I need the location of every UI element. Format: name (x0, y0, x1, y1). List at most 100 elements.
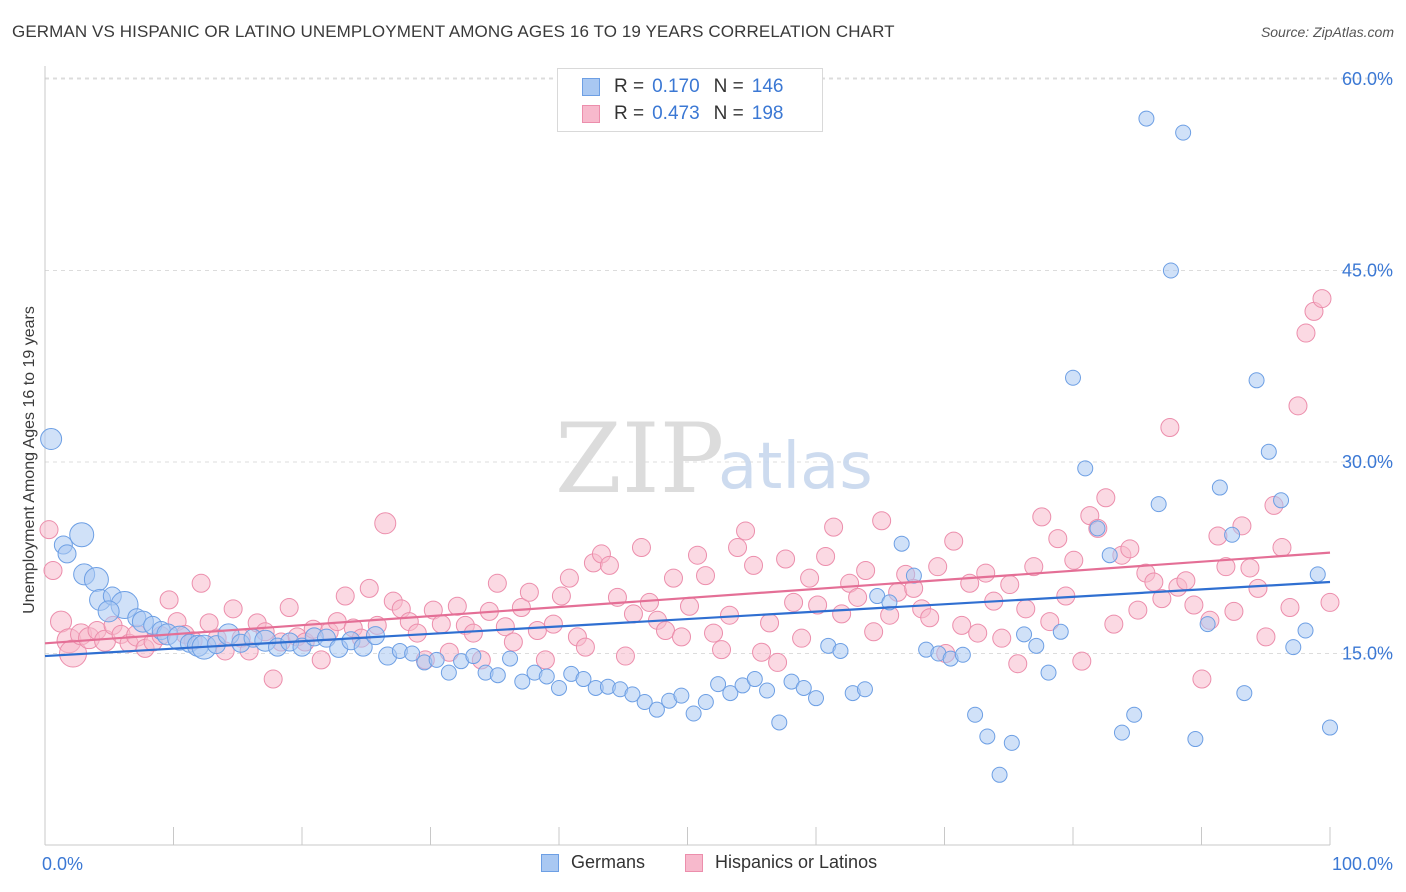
point-hispanics (407, 623, 427, 643)
point-germans (1248, 372, 1265, 389)
legend-item-germans[interactable]: Germans (541, 852, 645, 873)
point-hispanics (543, 614, 563, 634)
point-germans (1077, 460, 1094, 477)
point-hispanics (655, 621, 675, 641)
point-hispanics (1008, 654, 1028, 674)
legend-swatch-hispanics (582, 105, 600, 123)
point-hispanics (599, 555, 619, 575)
point-hispanics (1280, 598, 1300, 618)
point-hispanics (824, 517, 844, 537)
point-germans (905, 567, 922, 584)
point-germans (759, 682, 776, 699)
point-hispanics (1104, 614, 1124, 634)
legend-n-value-germans: 146 (751, 76, 784, 97)
point-hispanics (1144, 572, 1164, 592)
point-hispanics (776, 549, 796, 569)
point-germans (428, 651, 445, 668)
point-hispanics (431, 614, 451, 634)
point-germans (575, 671, 592, 688)
point-hispanics (311, 650, 331, 670)
y-tick-label: 45.0% (1342, 261, 1393, 281)
point-hispanics (1184, 595, 1204, 615)
point-hispanics (439, 642, 459, 662)
point-germans (771, 714, 788, 731)
point-hispanics (527, 621, 547, 641)
point-hispanics (744, 555, 764, 575)
point-hispanics (1160, 418, 1180, 438)
point-hispanics (1296, 323, 1316, 343)
point-germans (514, 673, 531, 690)
point-germans (1138, 110, 1155, 127)
point-hispanics (1256, 627, 1276, 647)
legend-r-label: R = (614, 103, 645, 124)
point-germans (1322, 719, 1338, 736)
point-hispanics (808, 595, 828, 615)
point-hispanics (1120, 539, 1140, 559)
point-hispanics (1320, 592, 1340, 612)
point-hispanics (1040, 612, 1060, 632)
point-germans (1260, 443, 1277, 460)
point-hispanics (263, 669, 283, 689)
point-hispanics (1000, 575, 1020, 595)
point-hispanics (551, 586, 571, 606)
point-germans (856, 681, 873, 698)
point-hispanics (784, 592, 804, 612)
point-hispanics (511, 598, 531, 618)
point-hispanics (952, 615, 972, 635)
point-hispanics (1288, 396, 1308, 416)
point-germans (1113, 724, 1130, 741)
point-hispanics (704, 623, 724, 643)
point-germans (1211, 479, 1228, 496)
source-credit: Source: ZipAtlas.com (1260, 24, 1394, 40)
point-germans (489, 667, 506, 684)
point-germans (440, 664, 457, 681)
point-hispanics (1152, 589, 1172, 609)
legend-swatch-germans (541, 853, 559, 872)
point-germans (1016, 626, 1033, 643)
point-germans (465, 648, 482, 665)
point-hispanics (223, 599, 243, 619)
point-germans (404, 645, 421, 662)
legend-item-hispanics[interactable]: Hispanics or Latinos (685, 852, 877, 873)
point-hispanics (1240, 558, 1260, 578)
trend-line-germans (44, 580, 1331, 658)
series-germans-points (40, 110, 1338, 783)
point-germans (1285, 639, 1302, 656)
point-germans (991, 766, 1008, 783)
point-hispanics (1176, 571, 1196, 591)
gridlines (45, 77, 1392, 654)
point-germans (722, 685, 739, 702)
point-germans (1003, 734, 1020, 751)
point-hispanics (495, 617, 515, 637)
point-hispanics (1272, 538, 1292, 558)
point-hispanics (696, 566, 716, 586)
point-germans (954, 646, 971, 663)
point-hispanics (1096, 488, 1116, 508)
point-germans (1028, 637, 1045, 654)
point-germans (673, 687, 690, 704)
axes (44, 66, 1331, 846)
point-germans (1199, 616, 1216, 633)
point-hispanics (816, 546, 836, 566)
legend-r-value-germans: 0.170 (652, 76, 700, 97)
legend-r-label: R = (614, 76, 645, 97)
point-germans (808, 690, 824, 707)
point-germans (967, 706, 984, 723)
point-hispanics (463, 623, 483, 643)
watermark: ZIP atlas (555, 403, 873, 515)
watermark-zip: ZIP (555, 403, 724, 515)
legend-n-label: N = (713, 103, 744, 124)
point-hispanics (191, 573, 211, 593)
y-axis-label: Unemployment Among Ages 16 to 19 years (21, 306, 38, 614)
point-germans (1052, 623, 1069, 640)
point-hispanics (856, 561, 876, 581)
legend-swatch-germans (582, 78, 600, 96)
point-hispanics (1016, 599, 1036, 619)
point-germans (1101, 547, 1118, 564)
point-hispanics (39, 520, 59, 540)
x-tick-label-min: 0.0% (42, 854, 83, 874)
point-hispanics (728, 538, 748, 558)
x-tick-label-max: 100.0% (1332, 854, 1393, 874)
point-germans (83, 566, 109, 592)
point-hispanics (872, 511, 892, 531)
